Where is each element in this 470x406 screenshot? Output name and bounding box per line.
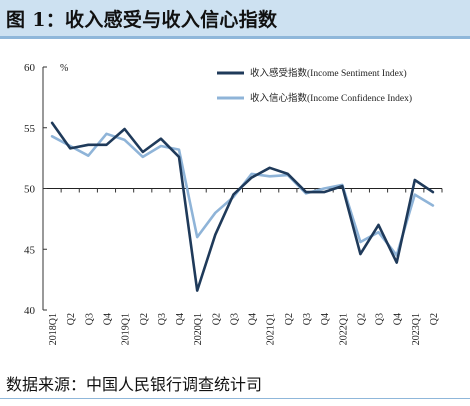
x-tick-label: Q2 <box>284 313 295 325</box>
x-tick-label: 2018Q1 <box>48 313 59 345</box>
x-tick-label: Q3 <box>229 313 240 325</box>
x-tick-label: 2022Q1 <box>338 313 349 345</box>
x-tick-label: Q2 <box>356 313 367 325</box>
x-tick-label: Q3 <box>84 313 95 325</box>
x-tick-label: Q2 <box>66 313 77 325</box>
x-tick-label: Q2 <box>211 313 222 325</box>
x-tick-label: 2020Q1 <box>193 313 204 345</box>
x-tick-label: Q3 <box>157 313 168 325</box>
figure-title: 图 1：收入感受与收入信心指数 <box>6 9 278 31</box>
x-tick-label: Q2 <box>429 313 440 325</box>
x-tick-label: Q4 <box>248 313 259 325</box>
title-rule <box>0 36 470 39</box>
x-tick-label: Q2 <box>139 313 150 325</box>
x-tick-label: Q4 <box>175 313 186 325</box>
x-tick-label: Q4 <box>393 313 404 325</box>
line-chart: 40 45 50 55 60 % 2018Q1 Q2 Q3 Q4 2019Q1 Q2 Q3 Q4 2020Q… <box>24 62 443 345</box>
y-unit-label: % <box>60 63 68 74</box>
x-tick-label: 2019Q1 <box>121 313 132 345</box>
x-tick-label: Q4 <box>320 313 331 325</box>
chart-axes: 40 45 50 55 60 % 2018Q1 Q2 Q3 Q4 2019Q1 Q2 Q3 Q4 2020Q… <box>24 62 443 345</box>
x-tick-label: Q4 <box>102 313 113 325</box>
bottom-rule <box>0 398 470 399</box>
legend-label-sentiment: 收入感受指数(Income Sentiment Index) <box>250 67 407 79</box>
x-tick-label: Q3 <box>375 313 386 325</box>
y-tick-label: 50 <box>24 184 36 196</box>
y-tick-label: 60 <box>24 62 36 74</box>
y-tick-label: 55 <box>24 123 36 135</box>
chart-legend: 收入感受指数(Income Sentiment Index) 收入信心指数(Inc… <box>217 67 412 104</box>
legend-label-confidence: 收入信心指数(Income Confidence Index) <box>250 92 412 104</box>
x-tick-label: Q3 <box>302 313 313 325</box>
source-note: 数据来源：中国人民银行调查统计司 <box>6 375 263 394</box>
chart-lines <box>50 121 435 292</box>
x-tick-label: 2023Q1 <box>411 313 422 345</box>
x-tick-label: 2021Q1 <box>266 313 277 345</box>
series-line-confidence <box>50 132 435 257</box>
title-bar: 图 1：收入感受与收入信心指数 <box>0 0 470 36</box>
y-tick-label: 40 <box>24 305 36 317</box>
y-tick-label: 45 <box>24 244 36 256</box>
series-line-sentiment <box>50 121 435 292</box>
